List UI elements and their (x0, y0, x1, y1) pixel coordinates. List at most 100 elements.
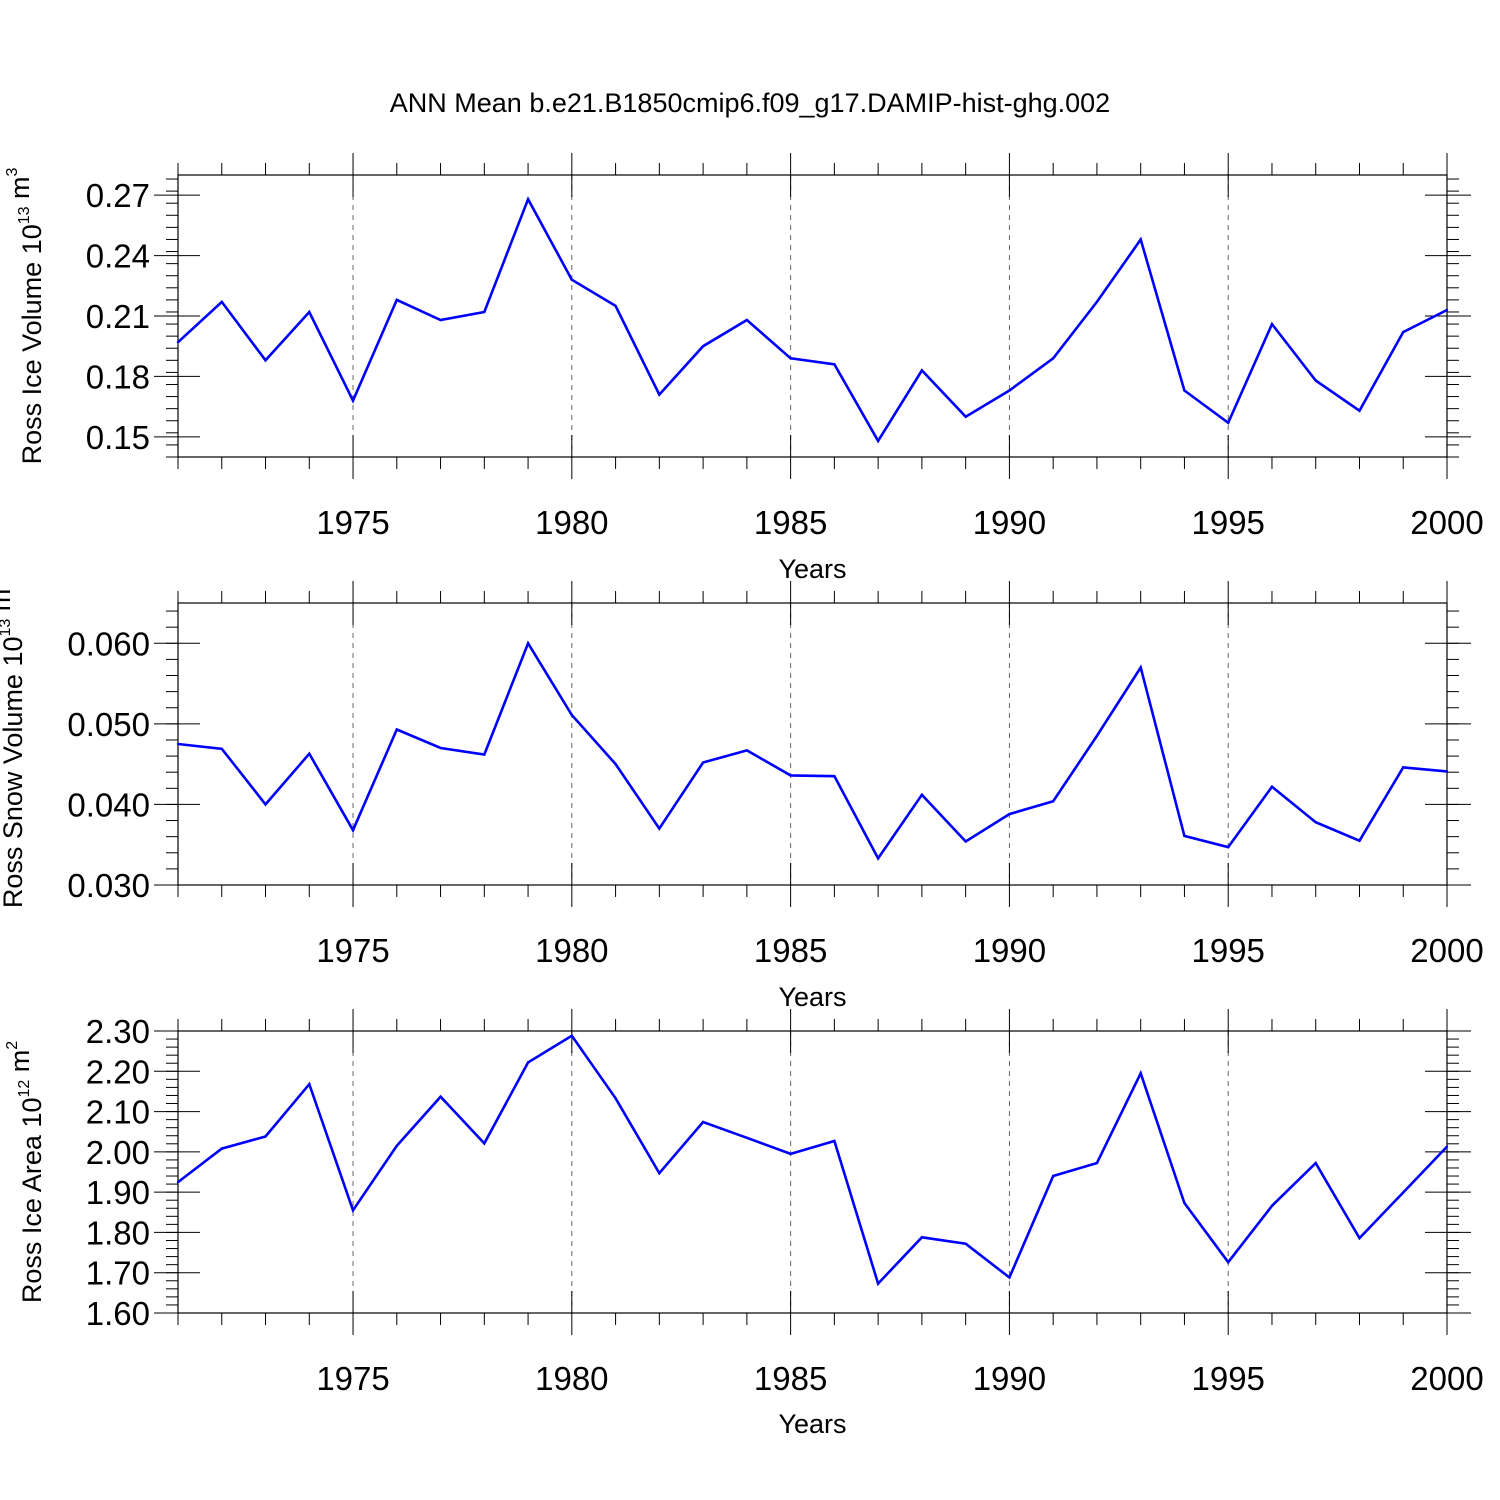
y-tick-label: 0.18 (86, 358, 150, 395)
y-tick-label: 0.27 (86, 177, 150, 214)
plot-frame (177, 1030, 1448, 1314)
data-point (1358, 409, 1361, 412)
data-point (833, 775, 836, 778)
data-point (308, 752, 311, 755)
data-point (176, 742, 180, 746)
data-point (1358, 1236, 1361, 1240)
data-point (1095, 1161, 1099, 1165)
series-line (177, 196, 1448, 444)
data-point (395, 1144, 398, 1148)
x-tick-label: 1995 (1191, 504, 1264, 541)
data-point (964, 1242, 967, 1245)
data-point (439, 1095, 442, 1098)
y-tick-label: 1.90 (86, 1174, 150, 1211)
data-point (176, 1180, 180, 1184)
data-point (1445, 1145, 1449, 1148)
data-point (1227, 845, 1230, 849)
x-tick-label: 1985 (754, 504, 827, 541)
data-point (1095, 734, 1099, 738)
data-point (1139, 238, 1142, 241)
data-point (1183, 1201, 1186, 1205)
x-tick-label: 1985 (754, 932, 827, 969)
data-point (658, 393, 661, 396)
data-point (1139, 1072, 1142, 1075)
panel-3: 1.601.70 1.801.902.002.10 2.202.30 1975 1980… (4, 1009, 1484, 1439)
data-point (1314, 379, 1317, 382)
y-tick-label: 1.60 (86, 1295, 150, 1332)
data-point (964, 840, 967, 843)
data-point (351, 829, 355, 832)
y-axis-title: Ross Ice Volume 1013 m3 (4, 167, 47, 464)
data-point (308, 1082, 311, 1086)
y-axis-title: Ross Snow Volume 1013 m3 (0, 580, 28, 908)
panel-1: 0.15 0.18 0.21 0.24 0.27 1975 1980 1985 1990 1995… (4, 153, 1484, 584)
data-point (264, 359, 267, 362)
x-tick-label: 2000 (1410, 504, 1483, 541)
x-tick-label: 1975 (316, 932, 389, 969)
figure-title: ANN Mean b.e21.B1850cmip6.f09_g17.DAMIP-… (390, 88, 1110, 118)
data-point (614, 304, 617, 308)
data-point (351, 399, 355, 402)
plot-frame (177, 174, 1448, 458)
y-tick-label: 0.050 (67, 706, 150, 743)
data-point (1139, 666, 1142, 669)
data-point (876, 857, 880, 860)
y-tick-label: 2.00 (86, 1134, 150, 1171)
data-point (1270, 322, 1274, 326)
data-point (1008, 389, 1011, 392)
data-point (1051, 1174, 1055, 1178)
data-point (658, 1172, 661, 1175)
y-tick-label: 0.060 (67, 625, 150, 662)
x-tick-label: 1975 (316, 504, 389, 541)
x-tick-label: 1980 (535, 1360, 608, 1397)
x-tick-label: 1990 (973, 1360, 1046, 1397)
data-point (483, 753, 486, 756)
x-tick-label: 1980 (535, 504, 608, 541)
data-point (701, 761, 705, 764)
data-point (1183, 389, 1186, 392)
data-point (701, 345, 705, 348)
x-tick-label: 1995 (1191, 1360, 1264, 1397)
data-point (1314, 820, 1317, 824)
data-point (439, 746, 442, 750)
data-point (1051, 800, 1055, 803)
data-point (395, 728, 398, 731)
x-tick-label: 1990 (973, 932, 1046, 969)
panels: 0.15 0.18 0.21 0.24 0.27 1975 1980 1985 1990 1995… (0, 153, 1484, 1439)
data-point (1270, 1204, 1274, 1208)
data-point (964, 415, 967, 418)
data-point (1445, 770, 1449, 773)
panel-2: 0.030 0.040 0.050 0.060 1975 1980 1985 1990 1995… (0, 580, 1484, 1012)
data-point (1008, 1276, 1011, 1279)
data-point (1402, 1191, 1405, 1194)
data-point (264, 803, 267, 806)
data-point (1358, 839, 1361, 842)
data-point (1227, 421, 1230, 424)
plot-frame (177, 602, 1448, 886)
data-point (395, 298, 398, 302)
y-axis-title: Ross Ice Area 1012 m2 (4, 1041, 47, 1303)
data-point (658, 827, 661, 830)
data-point (351, 1209, 355, 1212)
data-point (614, 762, 617, 766)
data-point (745, 749, 749, 752)
data-point (1095, 300, 1099, 304)
data-point (1227, 1261, 1230, 1264)
data-point (833, 1139, 836, 1143)
data-point (526, 197, 530, 201)
data-point (308, 310, 311, 314)
y-tick-label: 1.80 (86, 1214, 150, 1251)
data-point (570, 713, 574, 717)
x-tick-label: 1995 (1191, 932, 1264, 969)
x-tick-label: 1980 (535, 932, 608, 969)
data-point (1314, 1161, 1317, 1165)
data-point (220, 300, 223, 304)
data-point (264, 1135, 267, 1138)
data-point (833, 363, 836, 366)
data-point (1445, 308, 1449, 312)
data-point (789, 774, 792, 777)
data-point (176, 340, 180, 344)
y-tick-label: 0.24 (86, 238, 150, 275)
data-point (1183, 834, 1186, 838)
